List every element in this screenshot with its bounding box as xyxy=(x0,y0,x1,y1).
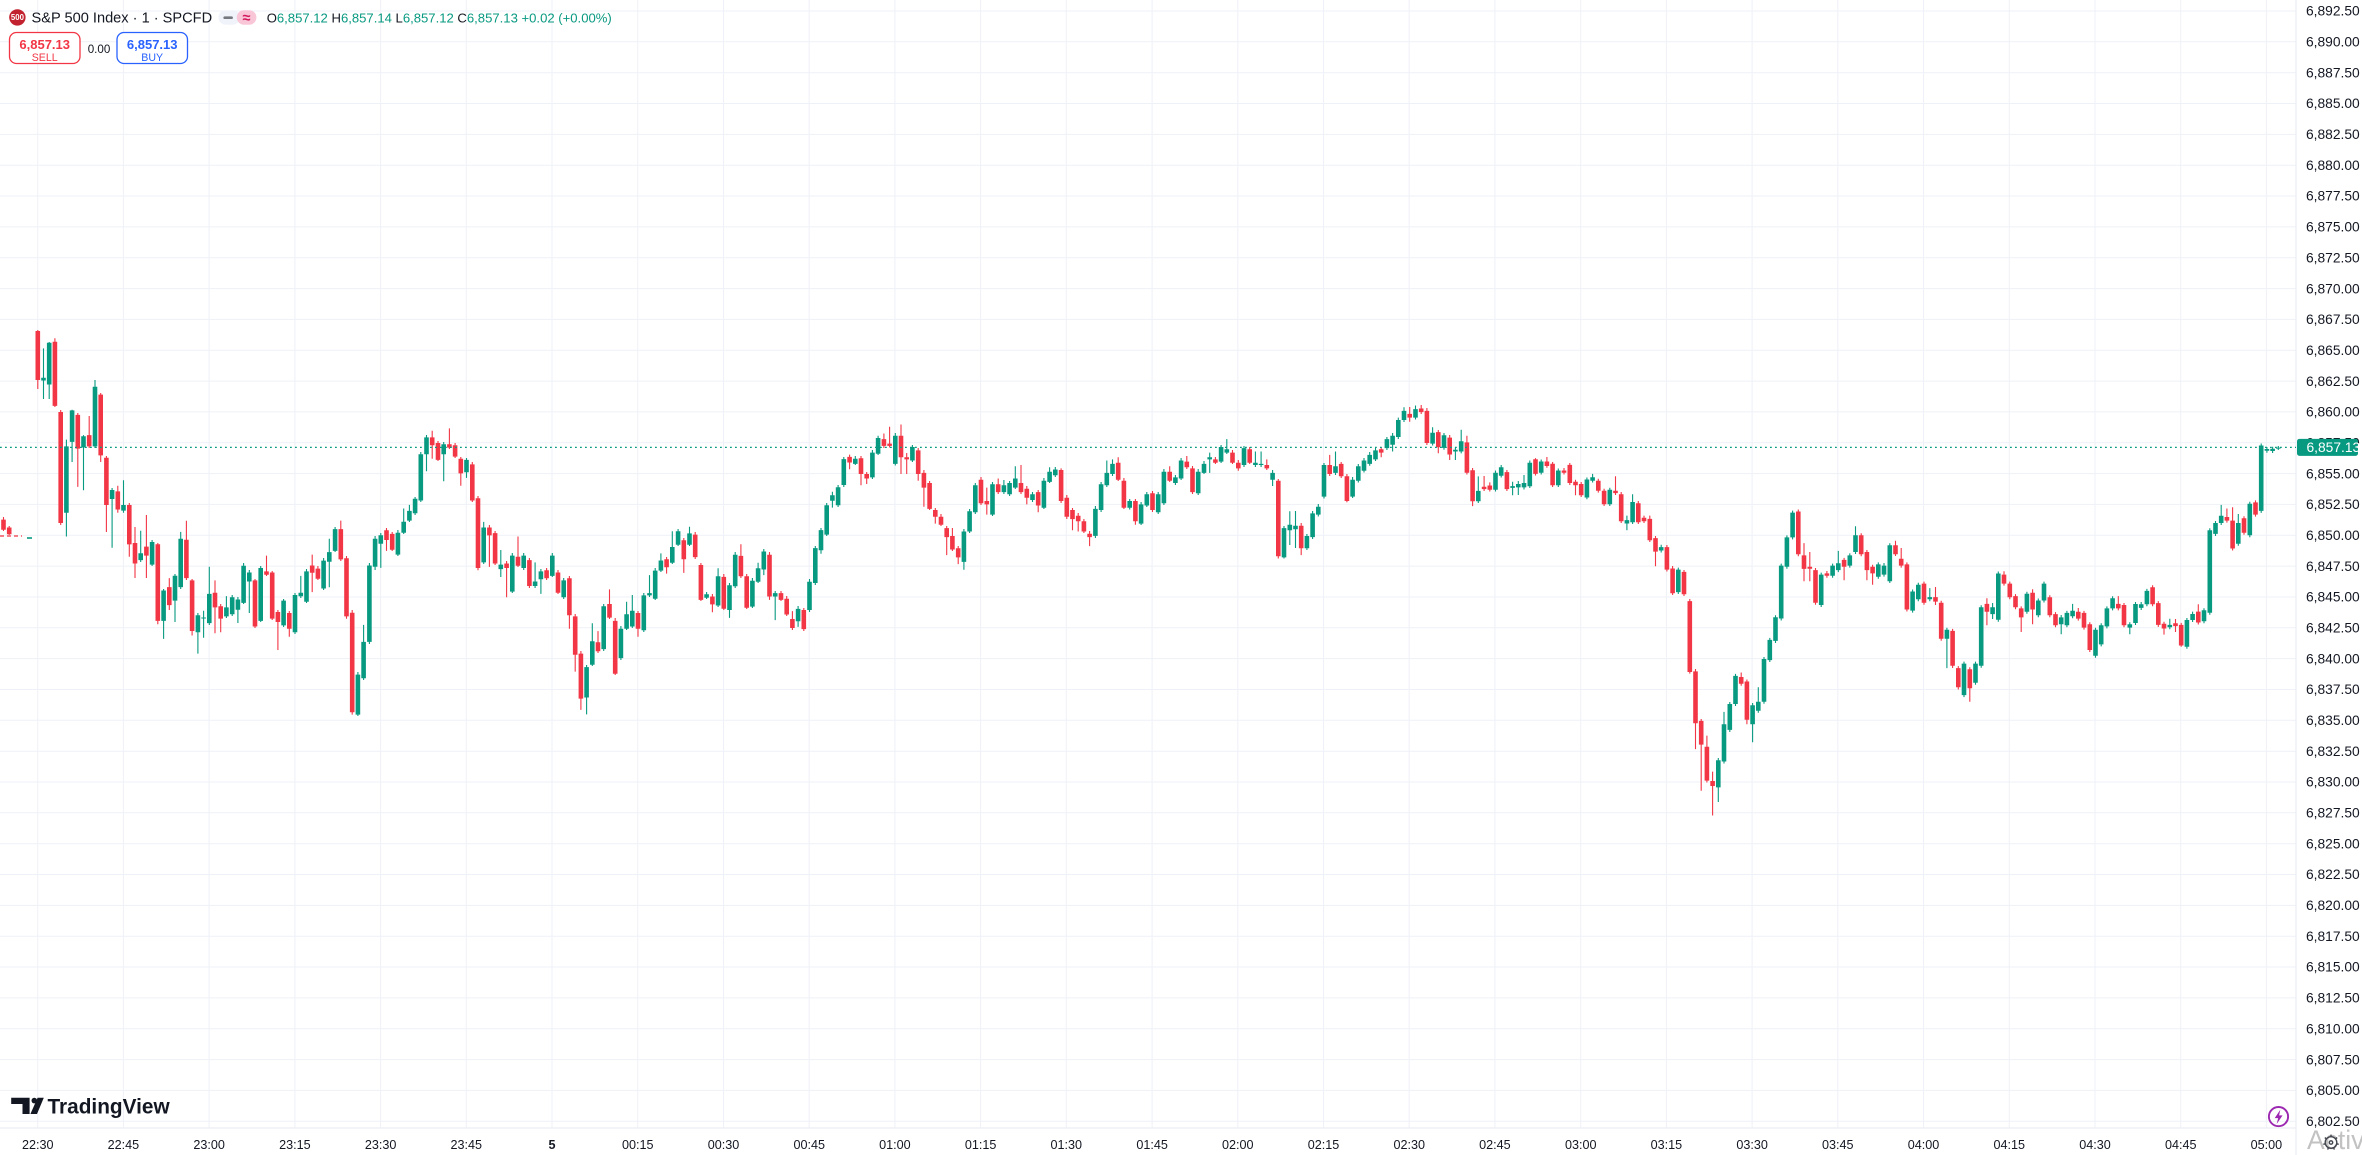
svg-text:6,812.50: 6,812.50 xyxy=(2306,991,2360,1006)
svg-text:04:30: 04:30 xyxy=(2079,1138,2111,1152)
svg-text:6,830.00: 6,830.00 xyxy=(2306,775,2360,790)
svg-text:6,880.00: 6,880.00 xyxy=(2306,158,2360,173)
svg-text:500: 500 xyxy=(11,13,25,22)
svg-text:0.00: 0.00 xyxy=(88,43,111,56)
svg-text:02:15: 02:15 xyxy=(1308,1138,1340,1152)
svg-text:6,802.50: 6,802.50 xyxy=(2306,1114,2360,1129)
svg-text:01:30: 01:30 xyxy=(1051,1138,1083,1152)
svg-text:6,882.50: 6,882.50 xyxy=(2306,127,2360,142)
svg-text:04:00: 04:00 xyxy=(1908,1138,1940,1152)
svg-text:6,822.50: 6,822.50 xyxy=(2306,867,2360,882)
svg-text:6,867.50: 6,867.50 xyxy=(2306,312,2360,327)
svg-text:6,872.50: 6,872.50 xyxy=(2306,250,2360,265)
svg-text:6,832.50: 6,832.50 xyxy=(2306,744,2360,759)
svg-text:S&P 500 Index · 1 · SPCFD: S&P 500 Index · 1 · SPCFD xyxy=(32,10,213,26)
svg-text:01:15: 01:15 xyxy=(965,1138,997,1152)
svg-text:02:00: 02:00 xyxy=(1222,1138,1254,1152)
svg-text:6,827.50: 6,827.50 xyxy=(2306,806,2360,821)
svg-text:22:30: 22:30 xyxy=(22,1138,54,1152)
svg-text:6,887.50: 6,887.50 xyxy=(2306,65,2360,80)
svg-text:01:45: 01:45 xyxy=(1136,1138,1168,1152)
svg-text:01:00: 01:00 xyxy=(879,1138,911,1152)
svg-text:6,807.50: 6,807.50 xyxy=(2306,1052,2360,1067)
svg-text:03:00: 03:00 xyxy=(1565,1138,1597,1152)
svg-text:6,875.00: 6,875.00 xyxy=(2306,220,2360,235)
svg-text:03:30: 03:30 xyxy=(1736,1138,1768,1152)
svg-text:00:45: 00:45 xyxy=(793,1138,825,1152)
svg-text:03:45: 03:45 xyxy=(1822,1138,1854,1152)
svg-text:04:45: 04:45 xyxy=(2165,1138,2197,1152)
svg-text:6,847.50: 6,847.50 xyxy=(2306,559,2360,574)
svg-text:02:30: 02:30 xyxy=(1393,1138,1425,1152)
svg-text:5: 5 xyxy=(548,1138,555,1152)
svg-text:00:30: 00:30 xyxy=(708,1138,740,1152)
svg-text:6,855.00: 6,855.00 xyxy=(2306,466,2360,481)
svg-text:SELL: SELL xyxy=(32,52,58,64)
svg-text:6,845.00: 6,845.00 xyxy=(2306,590,2360,605)
svg-text:6,877.50: 6,877.50 xyxy=(2306,189,2360,204)
svg-text:6,810.00: 6,810.00 xyxy=(2306,1021,2360,1036)
svg-text:6,865.00: 6,865.00 xyxy=(2306,343,2360,358)
svg-text:6,825.00: 6,825.00 xyxy=(2306,836,2360,851)
svg-text:6,850.00: 6,850.00 xyxy=(2306,528,2360,543)
svg-text:22:45: 22:45 xyxy=(108,1138,140,1152)
svg-text:6,835.00: 6,835.00 xyxy=(2306,713,2360,728)
svg-text:04:15: 04:15 xyxy=(1994,1138,2026,1152)
svg-text:00:15: 00:15 xyxy=(622,1138,654,1152)
svg-text:6,805.00: 6,805.00 xyxy=(2306,1083,2360,1098)
svg-text:23:45: 23:45 xyxy=(451,1138,483,1152)
svg-text:6,892.50: 6,892.50 xyxy=(2306,4,2360,19)
svg-text:≈: ≈ xyxy=(243,11,251,27)
svg-text:6,837.50: 6,837.50 xyxy=(2306,682,2360,697)
svg-text:6,890.00: 6,890.00 xyxy=(2306,35,2360,50)
svg-text:Activa: Activa xyxy=(2307,1125,2362,1155)
svg-text:05:00: 05:00 xyxy=(2251,1138,2283,1152)
svg-text:6,862.50: 6,862.50 xyxy=(2306,374,2360,389)
svg-text:O6,857.12 H6,857.14 L6,857.12: O6,857.12 H6,857.14 L6,857.12 C6,857.13 … xyxy=(267,10,612,25)
svg-text:6,857.13: 6,857.13 xyxy=(19,37,70,52)
svg-text:23:30: 23:30 xyxy=(365,1138,397,1152)
svg-text:6,842.50: 6,842.50 xyxy=(2306,621,2360,636)
svg-text:BUY: BUY xyxy=(141,52,163,64)
svg-text:23:00: 23:00 xyxy=(193,1138,225,1152)
svg-text:02:45: 02:45 xyxy=(1479,1138,1511,1152)
svg-text:6,820.00: 6,820.00 xyxy=(2306,898,2360,913)
svg-text:6,852.50: 6,852.50 xyxy=(2306,497,2360,512)
svg-text:6,815.00: 6,815.00 xyxy=(2306,960,2360,975)
svg-text:6,840.00: 6,840.00 xyxy=(2306,651,2360,666)
svg-text:6,860.00: 6,860.00 xyxy=(2306,405,2360,420)
svg-text:23:15: 23:15 xyxy=(279,1138,311,1152)
svg-text:TradingView: TradingView xyxy=(48,1096,171,1119)
svg-text:6,857.13: 6,857.13 xyxy=(127,37,178,52)
svg-text:6,885.00: 6,885.00 xyxy=(2306,96,2360,111)
svg-text:03:15: 03:15 xyxy=(1651,1138,1683,1152)
svg-text:6,870.00: 6,870.00 xyxy=(2306,281,2360,296)
svg-text:6,857.13: 6,857.13 xyxy=(2307,440,2361,455)
svg-text:6,817.50: 6,817.50 xyxy=(2306,929,2360,944)
